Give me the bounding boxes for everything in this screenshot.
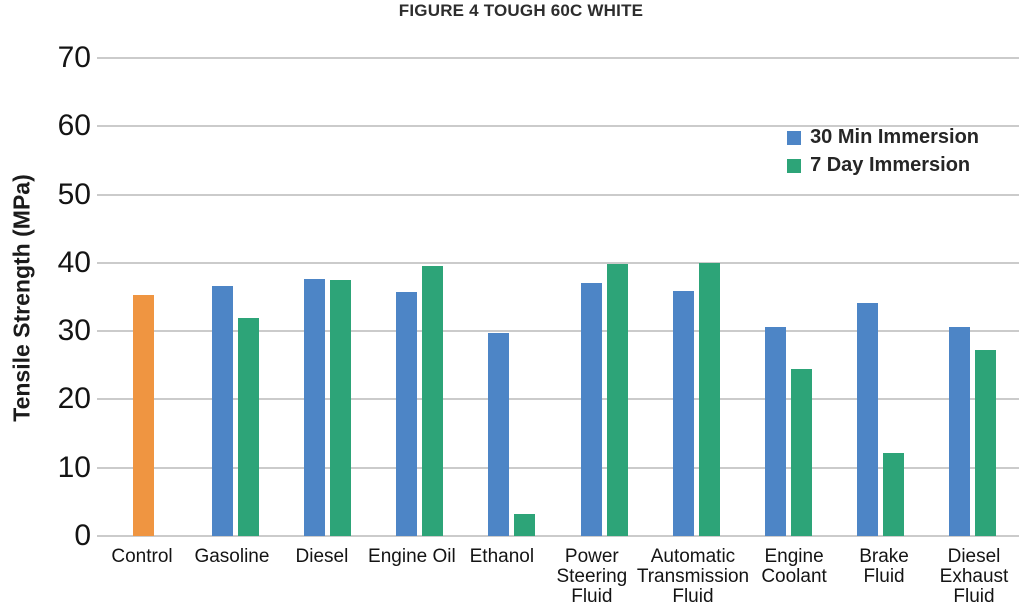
x-axis-label: Control <box>97 545 187 607</box>
x-axis-label-line: Diesel <box>295 546 349 567</box>
bar-group <box>374 58 466 536</box>
bar <box>237 317 259 536</box>
y-tick-label: 30 <box>57 314 91 348</box>
x-axis-label-line: Transmission <box>636 566 750 587</box>
x-axis-label-line: Power <box>564 546 619 567</box>
bar-group <box>558 58 650 536</box>
x-axis-label: Brake Fluid <box>839 545 929 607</box>
bar <box>949 327 971 536</box>
y-axis-title: Tensile Strength (MPa) <box>8 174 35 422</box>
bar <box>488 333 510 536</box>
bar-group <box>97 58 189 536</box>
x-axis-label-line: Steering <box>556 566 628 587</box>
gridline <box>97 261 1019 264</box>
x-axis-label-line: Fluid <box>571 586 613 607</box>
x-axis-label-line: Exhaust <box>939 566 1009 587</box>
plot-area: 30 Min Immersion 7 Day Immersion 0 10 20 30 4… <box>58 43 1019 551</box>
bar <box>132 294 154 536</box>
bar <box>791 368 813 536</box>
gridline <box>97 535 1019 537</box>
bar <box>672 290 694 536</box>
bar <box>422 265 444 536</box>
y-tick-label: 10 <box>57 450 91 484</box>
x-axis-label-line: Fluid <box>953 586 995 607</box>
bar <box>580 283 602 536</box>
x-axis-label-line: Gasoline <box>194 546 270 567</box>
gridline <box>97 330 1019 333</box>
gridline <box>97 466 1019 469</box>
bar <box>883 452 905 536</box>
bar <box>857 303 879 536</box>
x-axis-label: Power Steering Fluid <box>547 545 637 607</box>
bar <box>304 278 325 536</box>
x-axis-label: Gasoline <box>187 545 277 607</box>
gridline <box>97 193 1019 196</box>
x-axis-label-line: Fluid <box>863 566 905 587</box>
x-axis-label-line: Fluid <box>672 586 714 607</box>
x-axis-label-line: Engine <box>764 546 824 567</box>
bar <box>396 292 418 536</box>
y-tick-label: 40 <box>57 245 91 279</box>
x-axis-label-line: Automatic <box>650 546 736 567</box>
bar-group <box>742 58 834 536</box>
x-axis-label-line: Diesel <box>947 546 1001 567</box>
bar <box>975 350 997 536</box>
x-axis-label: Engine Coolant <box>749 545 839 607</box>
legend-label: 7 Day Immersion <box>810 154 971 176</box>
bar <box>765 327 787 536</box>
x-axis-label-line: Ethanol <box>469 546 535 567</box>
bar <box>606 264 628 536</box>
legend-item: 30 Min Immersion <box>787 126 979 149</box>
x-axis-label: Ethanol <box>457 545 547 607</box>
legend-item: 7 Day Immersion <box>787 154 979 177</box>
y-tick-label: 60 <box>57 109 91 143</box>
legend-swatch-icon <box>787 130 802 145</box>
x-axis-label: Diesel Exhaust Fluid <box>929 545 1019 607</box>
gridline <box>97 125 1019 128</box>
bars-row <box>97 58 1019 536</box>
x-axis-label: Automatic Transmission Fluid <box>637 545 749 607</box>
x-axis: Control Gasoline Diesel Engine Oil Ethanol Po… <box>97 545 1019 607</box>
x-axis-label: Diesel <box>277 545 367 607</box>
bar <box>330 279 351 536</box>
legend: 30 Min Immersion 7 Day Immersion <box>787 126 979 177</box>
y-tick-label: 20 <box>57 382 91 416</box>
x-axis-label-line: Brake <box>859 546 909 567</box>
x-axis-label-line: Control <box>111 546 173 567</box>
y-tick-label: 50 <box>57 177 91 211</box>
bar-group <box>189 58 281 536</box>
gridline <box>97 57 1019 59</box>
chart-title: FIGURE 4 TOUGH 60C WHITE <box>398 1 644 20</box>
bar-group <box>281 58 373 536</box>
x-axis-label: Engine Oil <box>367 545 457 607</box>
bar <box>514 514 536 536</box>
y-tick-label: 70 <box>57 41 91 74</box>
bar <box>698 262 720 536</box>
x-axis-label-line: Engine Oil <box>368 546 456 567</box>
bar-group <box>927 58 1019 536</box>
legend-label: 30 Min Immersion <box>810 126 979 148</box>
legend-swatch-icon <box>787 158 802 173</box>
bar <box>211 286 233 536</box>
bar-group <box>835 58 927 536</box>
gridline <box>97 398 1019 401</box>
x-axis-label-line: Coolant <box>761 566 827 587</box>
y-tick-label: 0 <box>74 519 91 552</box>
bar-group <box>650 58 742 536</box>
bar-group <box>466 58 558 536</box>
